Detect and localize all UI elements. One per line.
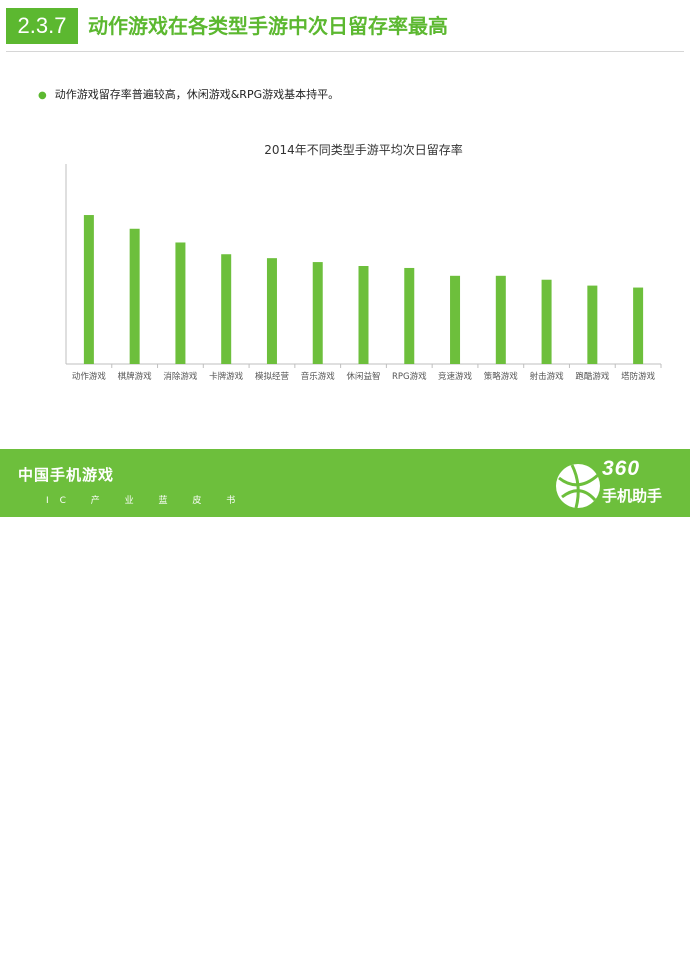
x-tick-label: 卡牌游戏 — [209, 371, 244, 382]
bar-6 — [312, 262, 323, 364]
chart-title: 2014年不同类型手游平均次日留存率 — [264, 142, 463, 157]
bar-9 — [450, 275, 461, 364]
bar-8 — [404, 267, 415, 364]
x-tick-label: 跑酷游戏 — [575, 371, 610, 382]
bar-11 — [541, 279, 552, 364]
bar-12 — [587, 285, 598, 364]
x-tick-label: 消除游戏 — [163, 371, 198, 382]
bullet-text: 动作游戏留存率普遍较高，休闲游戏&RPG游戏基本持平。 — [54, 88, 340, 101]
x-tick-label: 塔防游戏 — [621, 371, 656, 382]
x-tick-label: 模拟经营 — [255, 371, 289, 382]
watermark-text: IC 产业研究 — [2, 949, 72, 964]
x-tick-label: 休闲益智 — [346, 371, 380, 382]
bar-5 — [266, 258, 277, 364]
section-number: 2.3.7 — [6, 8, 78, 44]
x-tick-label: 策略游戏 — [484, 371, 519, 382]
bar-7 — [358, 266, 369, 364]
bar-4 — [221, 254, 232, 364]
bullet-dot-icon: ● — [38, 90, 47, 101]
x-tick-label: 音乐游戏 — [301, 371, 336, 382]
footer-bar: 中国手机游戏 IC 产 业 蓝 皮 书 360 手机助手 IC 产业研究 — [0, 449, 690, 964]
bar-3 — [175, 242, 186, 364]
chart: 2014年不同类型手游平均次日留存率动作游戏 棋牌游戏 消除游戏 卡牌游戏 模拟经营 音乐… — [65, 142, 662, 382]
x-tick-label: 动作游戏 — [72, 371, 107, 382]
basketball-logo-icon — [556, 464, 600, 509]
x-tick-label: 竞速游戏 — [438, 371, 473, 382]
bullet-item: ● 动作游戏留存率普遍较高，休闲游戏&RPG游戏基本持平。 — [38, 86, 339, 102]
brand-number: 360 — [602, 457, 641, 480]
bar-13 — [633, 287, 644, 364]
title-divider — [6, 51, 684, 52]
footer-title: 中国手机游戏 — [18, 466, 115, 484]
slide-title: 动作游戏在各类型手游中次日留存率最高 — [88, 14, 448, 38]
footer-subtitle: IC 产 业 蓝 皮 书 — [46, 496, 247, 506]
x-tick-label: 射击游戏 — [530, 371, 565, 382]
x-tick-label: 棋牌游戏 — [118, 371, 153, 382]
bar-10 — [495, 275, 506, 364]
brand-name: 手机助手 — [602, 487, 663, 505]
bar-1 — [83, 215, 94, 364]
bar-2 — [129, 228, 140, 364]
x-tick-label: RPG游戏 — [392, 371, 427, 382]
